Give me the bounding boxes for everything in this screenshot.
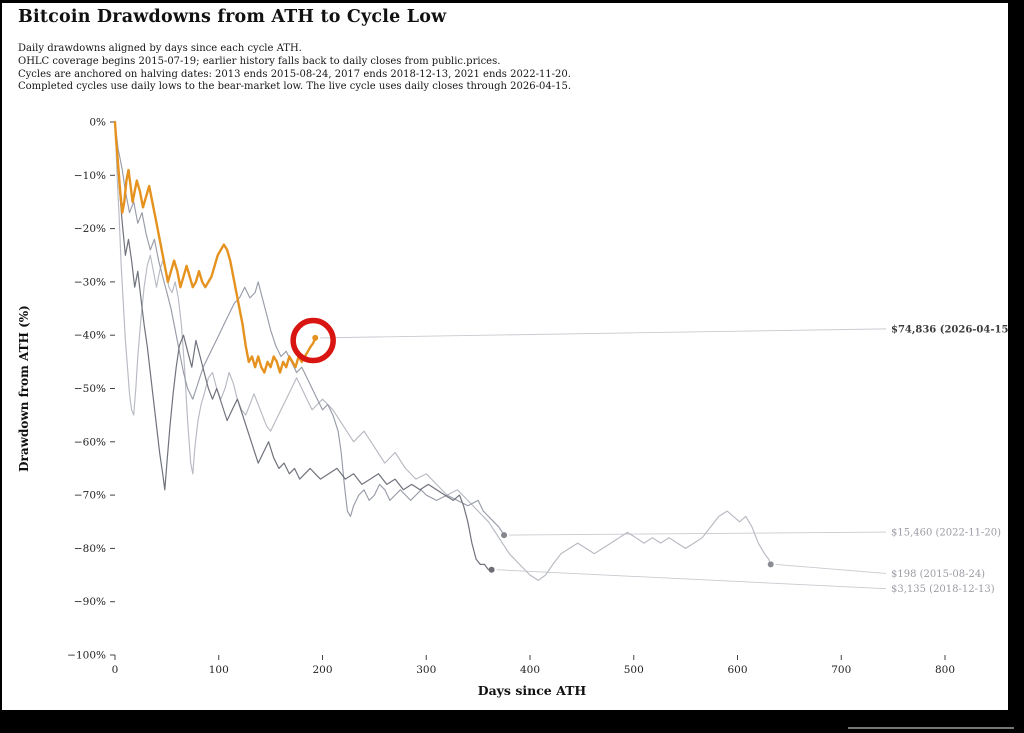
annotation-leader-line <box>320 328 887 339</box>
x-tick-label: 800 <box>935 664 955 676</box>
y-tick-label: −100% <box>67 650 106 662</box>
y-axis-title: Drawdown from ATH (%) <box>17 305 31 472</box>
y-tick-label: −10% <box>74 170 106 182</box>
series-line-live-cycle <box>113 120 317 374</box>
x-tick-label: 200 <box>312 664 332 676</box>
series-endpoint-dot <box>501 532 508 539</box>
x-tick-label: 300 <box>416 664 436 676</box>
x-tick-label: 500 <box>624 664 644 676</box>
x-tick-label: 600 <box>727 664 747 676</box>
subtitle-line-3: Cycles are anchored on halving dates: 20… <box>18 68 571 80</box>
subtitle-line-4: Completed cycles use daily lows to the b… <box>18 81 571 93</box>
x-tick-label: 400 <box>520 664 540 676</box>
annotation-label: $15,460 (2022-11-20) <box>891 528 1001 539</box>
y-tick-label: −50% <box>74 383 106 395</box>
x-tick-label: 0 <box>112 664 119 676</box>
x-tick-label: 100 <box>209 664 229 676</box>
y-tick-label: −60% <box>74 436 106 448</box>
chart-title: Bitcoin Drawdowns from ATH to Cycle Low <box>18 7 447 27</box>
drawdown-chart: 0 100 200 300 400 500 600 700 800 0% −10% −20% −30% −… <box>17 117 1008 699</box>
y-tick-label: −20% <box>74 223 106 235</box>
series-endpoint-dot <box>488 566 495 573</box>
series-line-2017-cycle <box>114 121 493 571</box>
subtitle-line-2: OHLC coverage begins 2015-07-19; earlier… <box>18 55 501 67</box>
highlight-circle <box>290 317 336 364</box>
x-tick-label: 700 <box>831 664 851 676</box>
annotation-label: $3,135 (2018-12-13) <box>891 584 995 595</box>
series-endpoint-dot <box>312 334 319 341</box>
y-tick-label: 0% <box>89 117 106 129</box>
y-tick-label: −30% <box>74 276 106 288</box>
series-line-2013-cycle <box>114 121 772 581</box>
bottom-edge-artifact <box>848 727 1014 729</box>
y-tick-label: −40% <box>74 330 106 342</box>
annotation-label: $198 (2015-08-24) <box>891 569 985 580</box>
annotation-leader-line <box>775 563 887 574</box>
series-endpoint-dot <box>767 561 774 568</box>
y-tick-label: −70% <box>74 490 106 502</box>
annotation-leader-line <box>509 531 887 536</box>
annotation-leader-line <box>496 569 887 590</box>
x-axis-title: Days since ATH <box>478 683 587 698</box>
chart-panel: Bitcoin Drawdowns from ATH to Cycle Low … <box>2 3 1008 710</box>
chart-subtitle: Daily drawdowns aligned by days since ea… <box>18 43 571 94</box>
annotation-label: $74,836 (2026-04-15) <box>891 324 1008 335</box>
subtitle-line-1: Daily drawdowns aligned by days since ea… <box>18 43 302 54</box>
series-line-2021-cycle <box>114 121 505 536</box>
y-tick-label: −80% <box>74 543 106 555</box>
y-tick-label: −90% <box>74 596 106 608</box>
